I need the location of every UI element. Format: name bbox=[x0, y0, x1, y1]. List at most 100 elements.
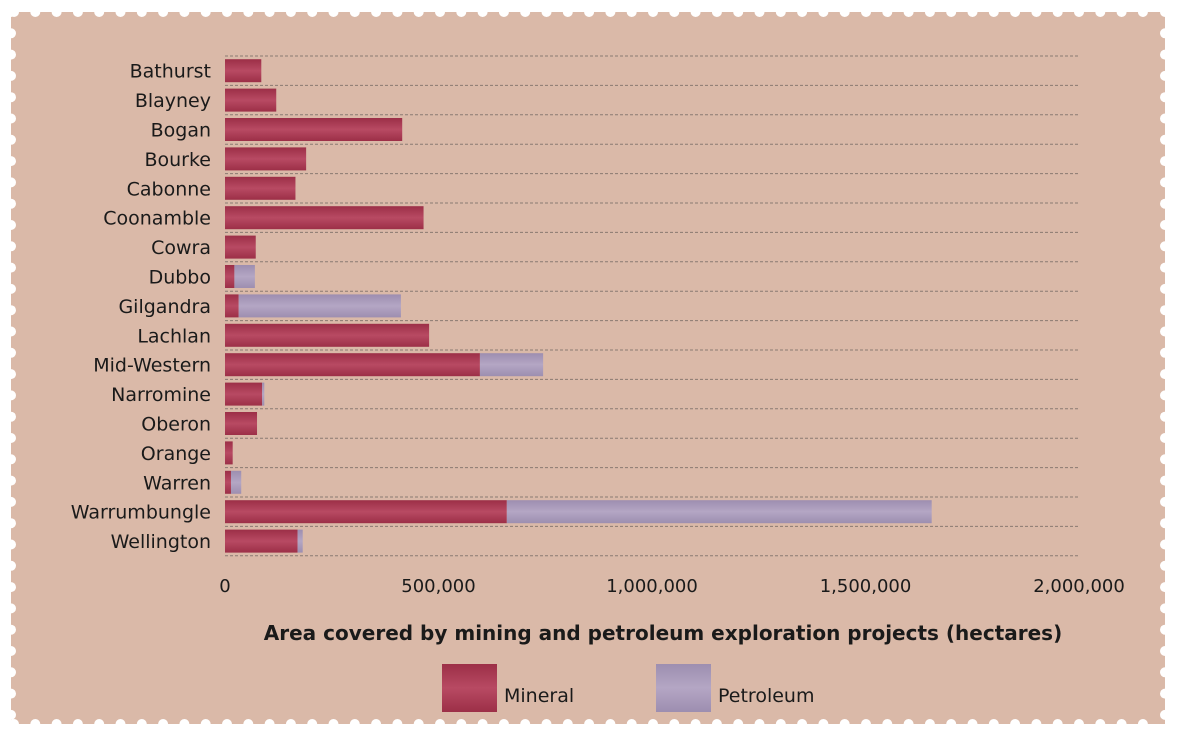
border-perforation bbox=[51, 719, 62, 729]
bar-mineral-coonamble bbox=[225, 206, 424, 230]
border-perforation bbox=[349, 719, 360, 729]
x-tick-label: 500,000 bbox=[401, 576, 475, 597]
legend-swatch-petroleum bbox=[656, 664, 711, 712]
border-perforation bbox=[520, 7, 531, 17]
bar-mineral-bourke bbox=[225, 147, 307, 171]
bar-petroleum-narromine bbox=[262, 382, 265, 406]
border-perforation bbox=[1137, 719, 1148, 729]
x-tick-label: 2,000,000 bbox=[1033, 576, 1125, 597]
border-perforation bbox=[1010, 719, 1021, 729]
border-perforation bbox=[1160, 709, 1170, 720]
bar-petroleum-warrumbungle bbox=[506, 500, 932, 524]
border-perforation bbox=[6, 496, 16, 507]
border-perforation bbox=[1095, 719, 1106, 729]
border-perforation bbox=[1160, 369, 1170, 380]
border-perforation bbox=[669, 7, 680, 17]
border-perforation bbox=[520, 719, 531, 729]
border-perforation bbox=[179, 719, 190, 729]
border-perforation bbox=[6, 624, 16, 635]
border-perforation bbox=[285, 7, 296, 17]
border-perforation bbox=[413, 719, 424, 729]
category-label-bourke: Bourke bbox=[144, 149, 211, 171]
x-tick-label: 1,500,000 bbox=[820, 576, 912, 597]
bar-mineral-bathurst bbox=[225, 59, 262, 83]
border-perforation bbox=[1160, 92, 1170, 103]
border-perforation bbox=[1160, 667, 1170, 678]
border-perforation bbox=[72, 719, 83, 729]
border-perforation bbox=[562, 7, 573, 17]
border-perforation bbox=[94, 719, 105, 729]
border-perforation bbox=[349, 7, 360, 17]
border-perforation bbox=[1160, 70, 1170, 81]
border-perforation bbox=[1160, 560, 1170, 571]
border-perforation bbox=[6, 603, 16, 614]
border-perforation bbox=[115, 719, 126, 729]
border-perforation bbox=[1160, 646, 1170, 656]
border-perforation bbox=[179, 7, 190, 17]
legend-swatch-mineral bbox=[442, 664, 497, 712]
border-perforation bbox=[6, 28, 16, 39]
border-perforation bbox=[988, 719, 999, 729]
border-perforation bbox=[967, 7, 978, 17]
border-perforation bbox=[988, 7, 999, 17]
border-perforation bbox=[392, 7, 403, 17]
border-perforation bbox=[243, 7, 254, 17]
border-perforation bbox=[6, 433, 16, 443]
category-label-gilgandra: Gilgandra bbox=[118, 296, 211, 318]
border-perforation bbox=[1137, 7, 1148, 17]
border-perforation bbox=[754, 719, 765, 729]
category-label-cowra: Cowra bbox=[151, 237, 211, 259]
border-perforation bbox=[72, 7, 83, 17]
border-perforation bbox=[1116, 7, 1127, 17]
border-perforation bbox=[1095, 7, 1106, 17]
border-perforation bbox=[648, 719, 658, 729]
border-perforation bbox=[6, 70, 16, 81]
border-perforation bbox=[456, 719, 467, 729]
category-label-orange: Orange bbox=[141, 443, 211, 465]
border-perforation bbox=[1160, 688, 1170, 699]
border-perforation bbox=[392, 719, 403, 729]
border-perforation bbox=[626, 7, 637, 17]
border-perforation bbox=[6, 241, 16, 252]
border-perforation bbox=[6, 198, 16, 209]
border-perforation bbox=[1160, 198, 1170, 209]
border-perforation bbox=[1031, 719, 1042, 729]
border-perforation bbox=[1160, 603, 1170, 614]
border-perforation bbox=[1160, 518, 1170, 529]
border-perforation bbox=[200, 719, 211, 729]
border-perforation bbox=[1160, 7, 1170, 17]
border-perforation bbox=[307, 719, 318, 729]
border-perforation bbox=[6, 156, 16, 167]
border-perforation bbox=[222, 719, 232, 729]
border-perforation bbox=[371, 719, 382, 729]
border-perforation bbox=[1160, 220, 1170, 230]
border-perforation bbox=[1031, 7, 1042, 17]
border-perforation bbox=[200, 7, 211, 17]
border-perforation bbox=[690, 719, 701, 729]
category-label-warren: Warren bbox=[143, 472, 211, 494]
border-perforation bbox=[1010, 7, 1021, 17]
border-perforation bbox=[328, 7, 339, 17]
border-perforation bbox=[1160, 134, 1170, 145]
bar-mineral-gilgandra bbox=[225, 294, 239, 318]
border-perforation bbox=[6, 475, 16, 486]
border-perforation bbox=[1160, 411, 1170, 422]
border-perforation bbox=[1160, 496, 1170, 507]
border-perforation bbox=[818, 7, 829, 17]
border-perforation bbox=[818, 719, 829, 729]
x-axis-title: Area covered by mining and petroleum exp… bbox=[264, 621, 1062, 645]
category-label-bathurst: Bathurst bbox=[130, 61, 211, 83]
border-perforation bbox=[775, 719, 786, 729]
border-perforation bbox=[158, 719, 169, 729]
category-label-lachlan: Lachlan bbox=[137, 325, 211, 347]
border-perforation bbox=[6, 709, 16, 720]
category-label-oberon: Oberon bbox=[141, 414, 211, 436]
legend-label-petroleum: Petroleum bbox=[718, 685, 814, 707]
border-perforation bbox=[30, 719, 41, 729]
border-perforation bbox=[6, 411, 16, 422]
border-perforation bbox=[733, 719, 744, 729]
border-perforation bbox=[754, 7, 765, 17]
border-perforation bbox=[733, 7, 744, 17]
border-perforation bbox=[328, 719, 339, 729]
